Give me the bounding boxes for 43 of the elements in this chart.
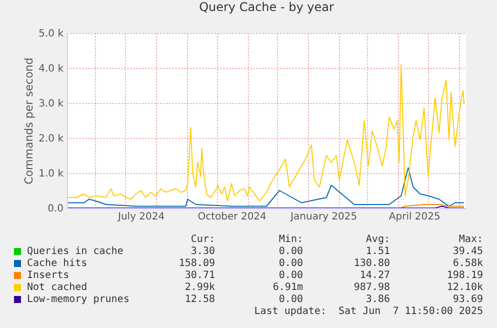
- text: 0.00: [278, 246, 303, 258]
- text: Max:: [458, 234, 483, 246]
- text: 0.00: [278, 270, 303, 282]
- text: 2.99k: [184, 282, 215, 294]
- text: 0.00: [278, 258, 303, 270]
- text: 3.30: [190, 246, 215, 258]
- text: 130.80: [354, 258, 390, 270]
- y-tick-label: 3.0 k: [38, 98, 64, 110]
- text: 6.91m: [272, 282, 303, 294]
- text: Avg:: [366, 234, 390, 246]
- text: Min:: [278, 234, 303, 246]
- text: 6.58k: [452, 258, 483, 270]
- legend-label: Queries in cache: [27, 246, 124, 258]
- y-axis-title: Commands per second: [22, 58, 36, 184]
- text: 0.00: [278, 294, 303, 306]
- text: 3.86: [366, 294, 390, 306]
- text: 1.51: [366, 246, 390, 258]
- text: 158.09: [178, 258, 215, 270]
- chart-title: Query Cache - by year: [199, 0, 334, 14]
- x-tick-label: July 2024: [117, 212, 165, 222]
- y-tick-label: 4.0 k: [38, 64, 64, 74]
- legend-label: Inserts: [27, 270, 70, 282]
- legend-label: Low-memory prunes: [27, 294, 130, 306]
- text: 987.98: [354, 282, 390, 294]
- line-series: [68, 64, 465, 202]
- text: 198.19: [446, 270, 483, 282]
- text: 93.69: [452, 294, 483, 306]
- text: 30.71: [184, 270, 215, 282]
- x-tick-label: April 2025: [388, 212, 440, 222]
- y-tick-label: 5.0 k: [38, 28, 64, 40]
- y-tick-label: 0.0: [48, 204, 64, 214]
- legend-label: Cache hits: [27, 258, 88, 270]
- x-tick-label: January 2025: [290, 212, 358, 222]
- y-tick-label: 1.0 k: [38, 168, 64, 180]
- x-tick-label: October 2024: [198, 212, 266, 222]
- y-tick-label: 2.0 k: [38, 134, 64, 144]
- text: 14.27: [360, 270, 390, 282]
- text: 12.58: [184, 294, 215, 306]
- text: Cur:: [190, 234, 215, 246]
- text: Last update: Sat Jun 7 11:50:00 2025: [254, 306, 483, 318]
- text: 12.10k: [446, 282, 483, 294]
- legend-label: Not cached: [27, 282, 88, 294]
- text: 39.45: [452, 246, 483, 258]
